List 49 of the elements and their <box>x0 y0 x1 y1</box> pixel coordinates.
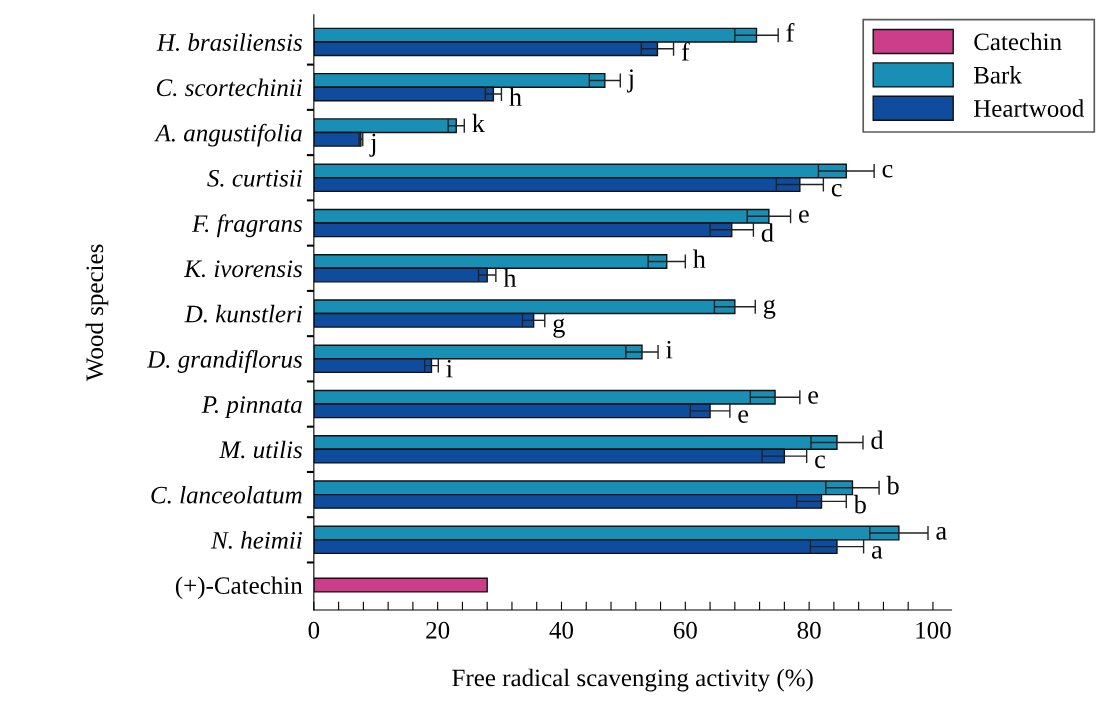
data-label: h <box>509 87 522 106</box>
data-label: f <box>681 41 690 61</box>
data-label: j <box>626 69 633 93</box>
y-tick-label: (+)-Catechin <box>175 576 303 600</box>
x-tick-label: 40 <box>549 621 574 639</box>
y-tick-label: C. scortechinii <box>156 78 302 97</box>
data-label: i <box>666 340 673 359</box>
data-label: h <box>693 249 706 268</box>
y-tick-label: D. grandiflorus <box>146 349 302 373</box>
legend-label: Bark <box>973 66 1022 84</box>
bar <box>313 577 488 593</box>
data-label: h <box>503 268 517 287</box>
x-tick-label: 100 <box>916 621 951 639</box>
data-label: c <box>815 455 825 469</box>
data-label: a <box>936 527 947 540</box>
data-label: b <box>853 494 866 514</box>
data-label: a <box>871 546 883 559</box>
y-tick-label: M. utilis <box>219 440 302 459</box>
legend-label: Heartwood <box>973 99 1084 117</box>
y-tick-label: N. heimii <box>210 531 302 549</box>
data-label: c <box>882 164 893 178</box>
y-tick-label: D. kunstleri <box>184 304 302 323</box>
data-label: d <box>761 223 774 242</box>
x-tick-label: 0 <box>308 621 320 639</box>
y-tick-label: H. brasiliensis <box>156 33 302 52</box>
y-axis-title: Wood species <box>85 244 109 382</box>
y-tick-label: A. angustifolia <box>154 123 302 147</box>
y-tick-label: P. pinnata <box>201 396 302 419</box>
y-tick-label: F. fragrans <box>191 214 302 238</box>
data-label: b <box>886 475 899 495</box>
data-label: e <box>808 391 819 404</box>
y-tick-label: S. curtisii <box>207 169 302 187</box>
data-label: g <box>763 299 776 319</box>
x-axis-title: Free radical scavenging activity (%) <box>452 668 813 692</box>
data-label: e <box>799 210 809 223</box>
data-label: c <box>831 183 842 197</box>
data-label: f <box>786 22 795 42</box>
data-label: e <box>738 410 749 423</box>
data-label: k <box>472 113 485 133</box>
y-tick-label: K. ivorensis <box>183 260 302 278</box>
y-tick-label: C. lanceolatum <box>151 485 302 504</box>
data-label: j <box>369 133 376 157</box>
data-label: i <box>446 359 453 378</box>
data-label: g <box>553 318 565 338</box>
data-label: d <box>871 430 884 450</box>
legend-label: Catechin <box>974 32 1062 51</box>
x-tick-label: 20 <box>426 621 450 639</box>
x-tick-label: 80 <box>797 621 821 639</box>
x-tick-label: 60 <box>673 621 697 639</box>
